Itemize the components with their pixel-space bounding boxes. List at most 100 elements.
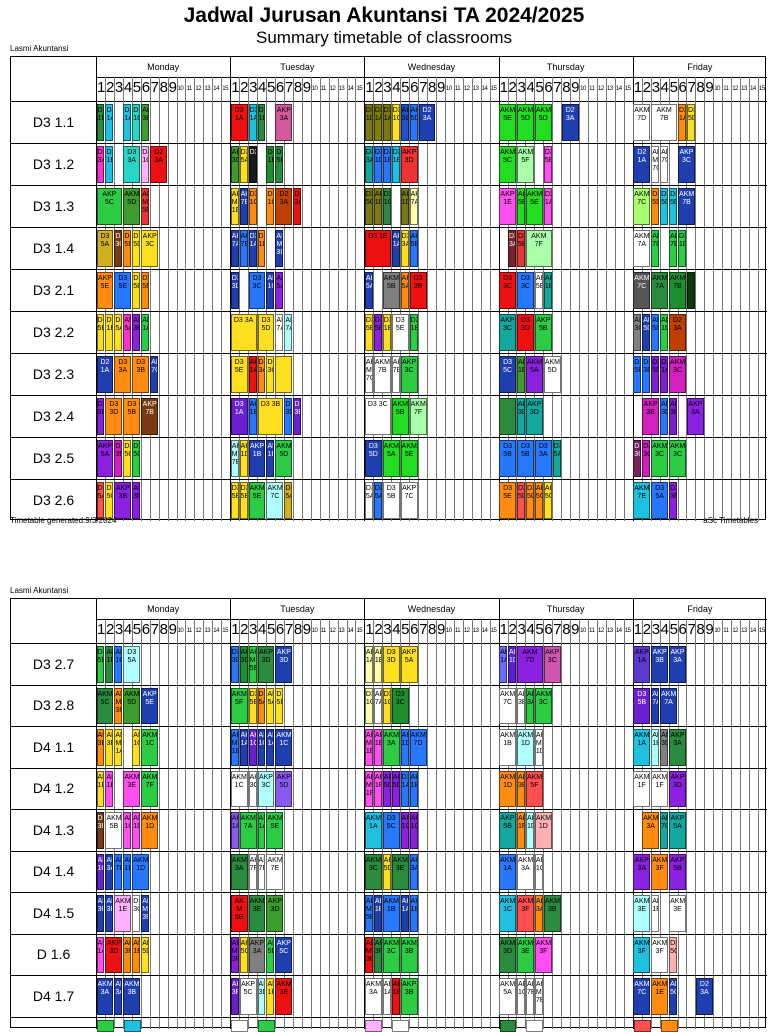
lesson-block[interactable]: D2 1A [543,188,552,225]
lesson-block[interactable]: AKM 3D [499,936,516,973]
lesson-block[interactable]: D3 5D [516,482,525,519]
lesson-block[interactable]: AKM 5C [499,146,516,183]
lesson-block[interactable]: D3 3A [534,440,552,477]
lesson-block-partial[interactable] [231,1019,249,1032]
lesson-block[interactable]: AKP 1A [633,646,651,683]
lesson-block[interactable]: AKM 1F [651,770,669,807]
lesson-block[interactable]: AKM 3A [230,853,248,890]
lesson-block[interactable]: AKP 1B [105,646,114,683]
lesson-block[interactable]: AKM 1C [248,729,257,766]
lesson-block[interactable]: AKM 3F [651,853,669,890]
lesson-block[interactable]: D3 5E [141,272,150,309]
lesson-block[interactable]: AKM 3E [669,895,686,932]
lesson-block[interactable]: AKM 3C [669,356,686,393]
lesson-block[interactable]: AKP 7C [150,356,159,393]
lesson-block[interactable]: AK M 3F [114,687,123,724]
lesson-block[interactable]: AKP 3C [499,314,516,351]
lesson-block[interactable]: AKM 3E [248,895,266,932]
lesson-block[interactable]: AKP 3D [669,398,678,435]
lesson-block[interactable]: D3 5B [633,687,651,724]
lesson-block[interactable]: AKP 3C [543,646,561,683]
lesson-block[interactable]: AKM 3F [534,936,552,973]
lesson-block[interactable]: AKM 1B [651,729,660,766]
lesson-block[interactable]: D3 3A [230,314,257,351]
lesson-block[interactable]: D3 3C [132,895,141,932]
lesson-block[interactable]: AKM 5F [516,146,534,183]
lesson-block[interactable]: AKM 3B [96,729,105,766]
lesson-block[interactable]: AKP 5C [534,482,543,519]
lesson-block[interactable]: AKM 3A [364,978,382,1015]
lesson-block[interactable]: AKP 3D [516,398,525,435]
lesson-block[interactable]: AKP 7A [230,230,239,267]
lesson-block[interactable]: AKM 3B [123,978,141,1015]
lesson-block[interactable]: D3 3D [516,314,534,351]
lesson-block[interactable]: D3 5C [105,482,114,519]
lesson-block[interactable] [686,272,695,309]
lesson-block[interactable]: D2 3A [695,978,713,1015]
lesson-block[interactable]: AKM 7F [141,770,159,807]
lesson-block[interactable]: D3 1C [382,188,391,225]
lesson-block[interactable]: AKM 1A [266,729,275,766]
lesson-block[interactable]: AKM 7C [266,482,284,519]
lesson-block[interactable]: AKM 7D [633,104,651,141]
lesson-block[interactable]: D3 3C [499,272,516,309]
lesson-block[interactable]: AKP 1E [266,440,275,477]
lesson-block[interactable]: D3 5E [275,687,284,724]
lesson-block[interactable]: D3 3E [642,356,651,393]
lesson-block[interactable]: AK M 5B [230,895,248,932]
lesson-block[interactable]: AKM 7F [257,853,266,890]
lesson-block[interactable]: AKM 7C [633,188,651,225]
lesson-block[interactable]: AKP 7E [239,230,248,267]
lesson-block[interactable]: AKM 5D [123,188,141,225]
lesson-block[interactable]: AKP 5A [364,272,373,309]
lesson-block[interactable]: AKP 3D [525,398,543,435]
lesson-block[interactable]: AKM 1D [132,853,150,890]
lesson-block[interactable]: AKP 3C [633,314,642,351]
lesson-block[interactable]: D3 3C [266,356,275,393]
lesson-block[interactable]: D3 5B [543,146,552,183]
lesson-block[interactable]: D3 5B [248,687,257,724]
lesson-block[interactable]: D3 3C [364,398,391,435]
lesson-block[interactable]: D3 1A [400,770,409,807]
lesson-block[interactable]: AKP 3B [516,687,525,724]
lesson-block[interactable]: AKP 3F [230,978,239,1015]
lesson-block[interactable]: D3 5B [516,440,534,477]
lesson-block[interactable]: AKP 1E [516,356,525,393]
lesson-block[interactable]: D3 5E [499,482,516,519]
lesson-block[interactable]: AK M 3E [364,936,373,973]
lesson-block[interactable]: AK M 7C [364,356,373,393]
lesson-block[interactable]: AKP 3D [239,646,248,683]
lesson-block[interactable]: D3 5E [633,356,642,393]
lesson-block[interactable]: AKP 3C [257,770,275,807]
lesson-block[interactable]: AKM 7B [669,272,686,309]
lesson-block[interactable]: AKM 5E [525,188,543,225]
lesson-block[interactable]: AKP 1A [141,314,150,351]
lesson-block[interactable]: AKP 5B [534,314,552,351]
lesson-block[interactable]: AKP 3D [660,729,669,766]
lesson-block[interactable]: D3 1A [382,104,391,141]
lesson-block[interactable]: AKP 3A [686,398,704,435]
lesson-block[interactable]: AKM 1F [633,770,651,807]
lesson-block-partial[interactable] [633,1019,651,1032]
lesson-block[interactable]: D3 1D [257,104,266,141]
lesson-block[interactable]: AKM 1A [499,853,516,890]
lesson-block[interactable]: AKM 7B [373,356,391,393]
lesson-block[interactable]: AKP 5D [642,314,651,351]
lesson-block[interactable]: D2 1A [96,356,114,393]
lesson-block[interactable]: AKP 5D [141,936,150,973]
lesson-block[interactable]: AKM 1E [114,895,132,932]
lesson-block[interactable]: AKM 1B [96,770,105,807]
lesson-block[interactable]: AKM 3E [105,729,114,766]
lesson-block[interactable]: D3 1A [123,104,132,141]
lesson-block[interactable]: AKP 1A [248,356,257,393]
lesson-block[interactable]: AKM 3A [382,729,400,766]
lesson-block[interactable]: D3 3A [123,146,141,183]
lesson-block[interactable]: AKP 1A [391,230,400,267]
lesson-block[interactable]: AKM 5A [382,440,400,477]
lesson-block[interactable]: AKM 1D [534,812,552,849]
lesson-block[interactable]: AKP 5D [382,853,391,890]
lesson-block[interactable]: AKM 3A [96,978,114,1015]
lesson-block-partial[interactable] [365,1019,383,1032]
lesson-block[interactable]: AKM 1F [373,770,382,807]
lesson-block-partial[interactable] [526,1019,544,1032]
